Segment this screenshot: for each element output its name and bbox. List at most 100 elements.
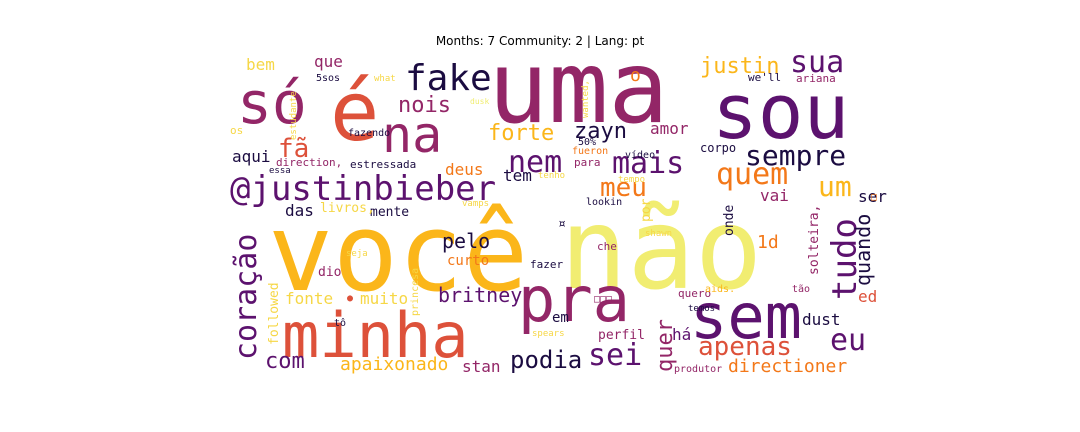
cloud-word: estressada xyxy=(350,158,416,171)
cloud-word: nois xyxy=(398,93,451,118)
cloud-word: meu xyxy=(600,173,647,203)
cloud-word: coração xyxy=(229,234,264,360)
cloud-word: é xyxy=(330,65,379,160)
cloud-word: livros, xyxy=(320,201,375,216)
cloud-word: podia xyxy=(510,346,582,374)
cloud-word: quem xyxy=(716,157,788,192)
cloud-word: sempre xyxy=(745,139,846,172)
cloud-word: mente xyxy=(370,205,409,220)
cloud-word: eu xyxy=(830,323,866,358)
cloud-word: perfil xyxy=(598,328,645,343)
cloud-word: tô xyxy=(334,317,346,329)
cloud-word: stan xyxy=(462,357,501,376)
cloud-word: what xyxy=(374,74,396,84)
cloud-word: we'll xyxy=(748,71,781,84)
cloud-word: só xyxy=(237,69,307,137)
cloud-word: princesa xyxy=(410,268,421,316)
cloud-word: quero xyxy=(678,287,711,300)
cloud-word: curto xyxy=(447,253,489,269)
cloud-word: estudante xyxy=(289,91,299,140)
cloud-word: aqui xyxy=(232,147,271,166)
cloud-word: amor xyxy=(650,119,689,138)
cloud-word: 50% xyxy=(578,137,596,148)
cloud-word: pelo xyxy=(442,229,490,253)
cloud-word: tudo xyxy=(825,218,865,300)
cloud-word: apaixonado xyxy=(340,354,448,375)
cloud-word: mais xyxy=(612,146,684,181)
cloud-word: directioner xyxy=(728,356,847,377)
cloud-word: solteira, xyxy=(807,205,822,275)
cloud-word: □□□ xyxy=(594,294,612,305)
cloud-word: seja xyxy=(346,249,368,259)
cloud-word: che xyxy=(597,240,617,253)
cloud-word: produtor xyxy=(674,364,722,375)
cloud-word: wanted, xyxy=(581,80,591,118)
cloud-word: 1d xyxy=(757,232,779,253)
cloud-word: dust xyxy=(802,310,841,329)
cloud-word: que xyxy=(314,52,343,71)
cloud-word: tenho xyxy=(538,171,565,181)
cloud-word: ariana xyxy=(796,72,836,85)
cloud-word: followed xyxy=(267,282,282,345)
cloud-word: aids. xyxy=(705,284,735,295)
cloud-word: na xyxy=(382,106,442,164)
cloud-word: tempo xyxy=(618,175,645,185)
cloud-word: ser xyxy=(858,187,887,206)
cloud-word: vamps xyxy=(462,199,489,209)
cloud-word: fã xyxy=(278,134,309,164)
cloud-word: sem xyxy=(690,280,802,353)
cloud-word: apenas xyxy=(698,332,792,362)
cloud-word: não xyxy=(560,185,762,315)
cloud-word: ● xyxy=(347,293,353,304)
cloud-word: fonte xyxy=(285,289,333,308)
cloud-word: há xyxy=(672,325,691,344)
cloud-word: pra xyxy=(518,263,630,336)
cloud-word: shawn xyxy=(645,229,672,239)
cloud-word: quer xyxy=(653,319,678,372)
cloud-word: @justinbieber xyxy=(230,169,496,209)
cloud-word: spears xyxy=(532,329,565,339)
cloud-word: o xyxy=(630,65,641,86)
cloud-word: tem xyxy=(503,166,532,185)
cloud-word: das xyxy=(285,201,314,220)
cloud-word: fazendo xyxy=(348,128,390,139)
cloud-word: corpo xyxy=(700,141,736,155)
cloud-word: vai xyxy=(760,186,789,205)
cloud-word: sou xyxy=(712,67,849,156)
cloud-word: lookin xyxy=(586,197,622,208)
cloud-word: justin xyxy=(700,54,779,79)
cloud-word: os xyxy=(230,124,243,137)
cloud-word: bem xyxy=(246,55,275,74)
cloud-word: fazer xyxy=(530,258,563,271)
cloud-word: um xyxy=(818,170,852,203)
cloud-word: essa xyxy=(269,166,291,176)
cloud-word: fake xyxy=(405,58,492,99)
cloud-word: quando xyxy=(851,214,875,286)
cloud-word: muito xyxy=(360,289,408,308)
cloud-word: uma xyxy=(488,29,669,146)
cloud-word: forte xyxy=(488,121,554,146)
cloud-word: ed xyxy=(858,287,877,306)
cloud-word: onde xyxy=(722,205,737,236)
cloud-word: zayn xyxy=(574,119,627,144)
cloud-word: deus xyxy=(445,160,484,179)
chart-title: Months: 7 Community: 2 | Lang: pt xyxy=(435,34,645,48)
cloud-word: dusk xyxy=(470,97,489,106)
cloud-word: minha xyxy=(282,299,469,372)
cloud-word: 5sos xyxy=(316,73,340,84)
cloud-word: direction, xyxy=(276,156,342,169)
cloud-word: temos xyxy=(688,304,715,314)
cloud-word: ¤ xyxy=(558,217,566,232)
cloud-word: para xyxy=(574,156,601,169)
cloud-word: □ xyxy=(871,192,877,203)
cloud-word: nem xyxy=(508,145,562,180)
cloud-word: tão xyxy=(792,284,810,295)
cloud-word: fueron xyxy=(572,146,608,157)
cloud-word: sei xyxy=(588,338,642,373)
cloud-word: vídeo xyxy=(625,149,655,161)
cloud-word: britney xyxy=(438,283,522,307)
cloud-word: sua xyxy=(790,45,844,80)
cloud-word: você xyxy=(268,191,528,316)
cloud-word: dio xyxy=(318,265,341,280)
